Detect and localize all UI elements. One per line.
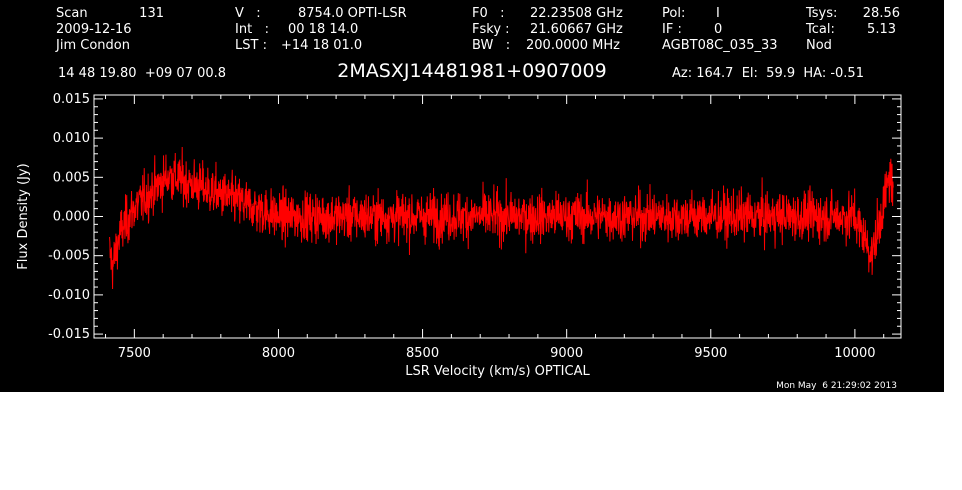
pol-value: I [716, 6, 720, 21]
plot-timestamp: Mon May 6 21:29:02 2013 [776, 381, 897, 391]
pol-label: Pol: [662, 6, 686, 21]
y-tick-label: -0.010 [48, 288, 90, 303]
lst-value: +14 18 01.0 [281, 38, 363, 53]
observer-name: Jim Condon [56, 38, 130, 53]
az-el-ha: Az: 164.7 El: 59.9 HA: -0.51 [672, 66, 864, 81]
tsys-value: 28.56 [862, 6, 900, 21]
tcal-value: 5.13 [867, 22, 896, 37]
y-axis-title: Flux Density (Jy) [16, 163, 31, 269]
scan-label: Scan [56, 6, 88, 21]
x-axis-title: LSR Velocity (km/s) OPTICAL [405, 364, 590, 379]
plot-panel: Scan 131 2009-12-16 Jim Condon V : 8754.… [0, 0, 944, 392]
if-value: 0 [714, 22, 723, 37]
y-tick-label: -0.015 [48, 327, 90, 342]
observation-date: 2009-12-16 [56, 22, 132, 37]
bandwidth-label: BW : [472, 38, 511, 53]
x-tick-label: 8000 [262, 346, 295, 361]
f0-label: F0 : [472, 6, 505, 21]
source-coordinates: 14 48 19.80 +09 07 00.8 [58, 66, 227, 81]
tcal-label: Tcal: [806, 22, 835, 37]
fsky-label: Fsky : [472, 22, 510, 37]
source-name: 2MASXJ14481981+0907009 [337, 60, 607, 82]
scan-value: 131 [139, 6, 164, 21]
x-tick-label: 7500 [118, 346, 151, 361]
y-tick-label: 0.005 [53, 170, 90, 185]
integration-value: 00 18 14.0 [288, 22, 359, 37]
integration-label: Int : [235, 22, 269, 37]
fsky-value: 21.60667 GHz [530, 22, 623, 37]
spectrum-chart: 7500 8000 8500 9000 9500 10000 0.015 0.010 0.005… [16, 92, 902, 379]
lst-label: LST : [235, 38, 267, 53]
x-tick-label: 9500 [694, 346, 727, 361]
y-tick-label: 0.000 [53, 210, 90, 225]
x-tick-label: 9000 [550, 346, 583, 361]
if-label: IF : [662, 22, 682, 37]
nod-mode: Nod [806, 38, 832, 53]
velocity-value: 8754.0 OPTI-LSR [298, 6, 407, 21]
project-id: AGBT08C_035_33 [662, 38, 778, 53]
spectrum-trace [109, 146, 894, 290]
velocity-label: V : [235, 6, 261, 21]
x-tick-label: 8500 [406, 346, 439, 361]
tsys-label: Tsys: [806, 6, 838, 21]
y-tick-label: 0.015 [53, 92, 90, 107]
x-tick-label: 10000 [834, 346, 875, 361]
y-tick-label: 0.010 [53, 131, 90, 146]
f0-value: 22.23508 GHz [530, 6, 623, 21]
bandwidth-value: 200.0000 MHz [526, 38, 620, 53]
y-tick-label: -0.005 [48, 249, 90, 264]
